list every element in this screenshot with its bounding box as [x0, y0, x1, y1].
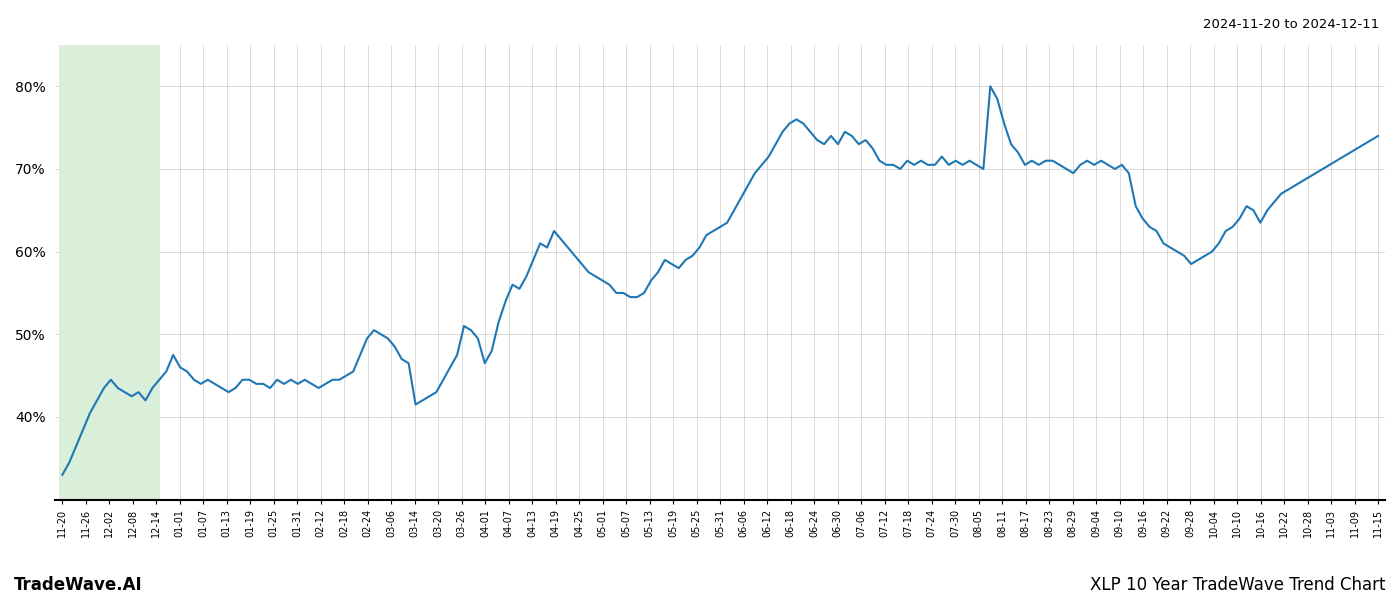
- Bar: [59, 45, 160, 500]
- Text: 2024-11-20 to 2024-12-11: 2024-11-20 to 2024-12-11: [1203, 18, 1379, 31]
- Text: TradeWave.AI: TradeWave.AI: [14, 576, 143, 594]
- Text: XLP 10 Year TradeWave Trend Chart: XLP 10 Year TradeWave Trend Chart: [1091, 576, 1386, 594]
